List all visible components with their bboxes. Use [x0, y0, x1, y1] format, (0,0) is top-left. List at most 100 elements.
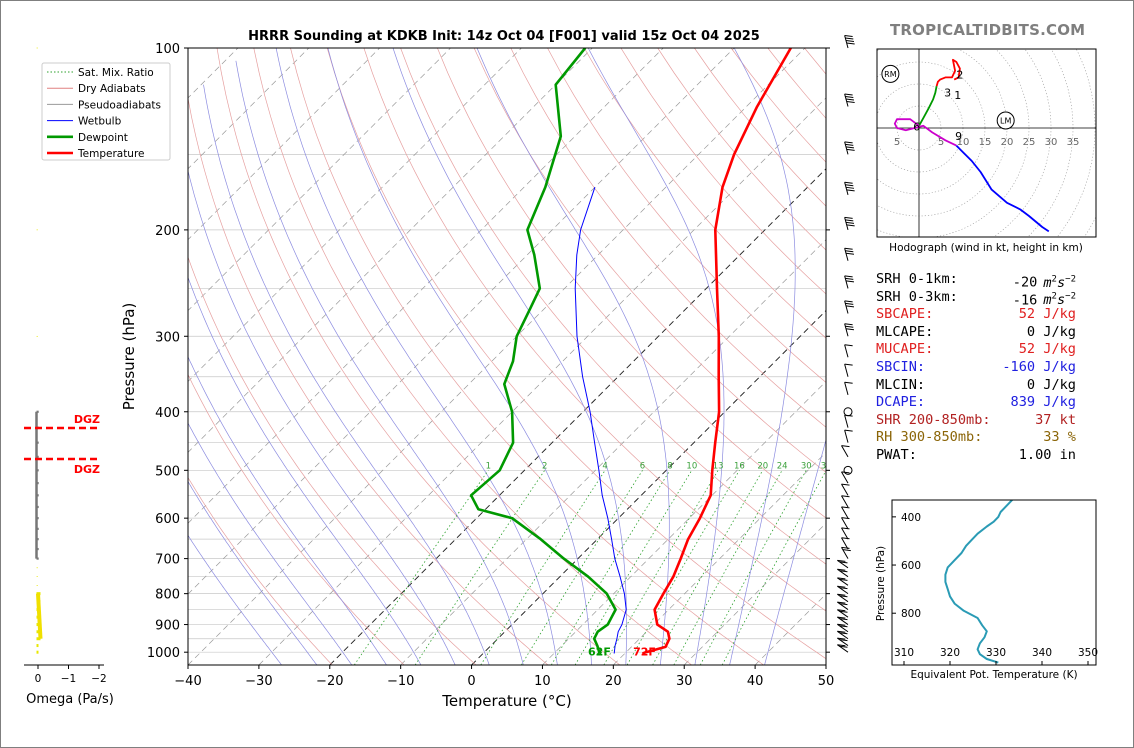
wind-barb-staff	[837, 609, 849, 618]
isotherm-line	[258, 97, 826, 665]
wind-barb-staff	[837, 616, 849, 625]
wind-barb	[844, 429, 853, 443]
parameter-label: MUCAPE:	[876, 341, 934, 358]
dry-adiabat	[216, 48, 621, 665]
parameter-row: SHR 200-850mb: 37 kt	[876, 412, 1076, 430]
mixing-ratio-line	[414, 470, 546, 665]
wind-barb-flag	[839, 618, 848, 621]
wind-barb-staff	[844, 93, 849, 107]
hodograph-marker-label: RM	[884, 70, 897, 79]
omega-tick-label: −1	[61, 673, 76, 685]
legend-box	[41, 62, 171, 161]
dry-adiabat	[583, 48, 826, 339]
wind-barb-flag	[844, 429, 853, 432]
pseudoadiabat	[188, 480, 318, 665]
theta-e-line	[944, 500, 1014, 664]
wind-barb	[841, 506, 850, 519]
x-tick-label: 20	[605, 674, 622, 689]
parameter-row: MLCIN: 0 J/kg	[876, 377, 1076, 395]
wind-barb-flag	[845, 280, 855, 283]
dgz-top-label: DGZ	[74, 413, 100, 426]
wind-barb-flag	[845, 328, 855, 331]
parameter-value: 52 J/kg	[1018, 341, 1076, 358]
hodograph-marker-label: LM	[1000, 117, 1011, 126]
wind-barb-staff	[844, 141, 849, 155]
legend-label: Pseudoadiabats	[78, 99, 161, 111]
parameter-label: SBCIN:	[876, 358, 926, 375]
parameter-unit: m2s−2	[1043, 291, 1076, 309]
hodograph-caption: Hodograph (wind in kt, height in km)	[889, 242, 1083, 254]
wind-barb-flag	[845, 37, 854, 40]
y-tick-label: 900	[155, 619, 180, 634]
wind-barb-flag	[844, 93, 853, 96]
wind-barb-flag	[841, 471, 850, 474]
isotherm-line	[542, 380, 826, 665]
hodograph-ring-label: 35	[1067, 137, 1080, 148]
pseudoadiabat	[203, 84, 490, 665]
dry-adiabat	[473, 48, 826, 473]
wind-barb-flag	[839, 632, 848, 635]
hodograph-marker-lm	[996, 111, 1015, 130]
wind-barb-flag	[845, 219, 854, 222]
parameter-value: 33 %	[1043, 429, 1076, 446]
wind-barb-flag	[845, 277, 854, 280]
wind-barb	[837, 559, 849, 569]
wind-barb-flag	[841, 517, 850, 520]
parameter-value: -20 m2s−2	[1012, 274, 1076, 291]
parameter-label: SHR 200-850mb:	[876, 411, 991, 428]
mixing-ratio-line	[652, 470, 764, 665]
wind-barb-flag	[837, 577, 846, 580]
hodograph-border	[876, 48, 1097, 238]
wind-barb-staff	[841, 506, 849, 519]
wind-barb	[844, 247, 855, 261]
wind-barb-flag	[844, 344, 853, 347]
wind-barb-flag	[839, 570, 848, 573]
wind-barb-flag	[839, 625, 848, 628]
chart-title: HRRR Sounding at KDKB Init: 14z Oct 04 […	[248, 29, 760, 44]
wind-barb-staff	[844, 382, 849, 395]
isotherm-line	[683, 522, 826, 665]
wind-barb	[841, 546, 851, 559]
parameter-row: SRH 0-1km: -20 m2s−2	[876, 271, 1076, 291]
wind-barb-flag	[837, 637, 846, 640]
wind-barb-staff	[837, 568, 849, 578]
wind-barb-flag	[844, 216, 853, 219]
parameter-label: PWAT:	[876, 446, 917, 463]
legend-label: Temperature	[77, 148, 145, 160]
wind-barb	[844, 181, 855, 195]
wind-barb-staff	[841, 495, 849, 508]
wind-barb-staff	[837, 623, 849, 633]
wind-barb-staff	[841, 527, 849, 540]
theta-e-border	[891, 499, 1097, 666]
hodograph-ring-label: 5	[894, 137, 900, 148]
wind-barb-staff	[844, 35, 849, 49]
dry-adiabat	[437, 48, 826, 519]
wind-barb	[844, 381, 853, 395]
dewpoint-line	[469, 48, 617, 655]
wind-barb-flag	[837, 630, 846, 633]
pseudoadiabat	[188, 534, 282, 665]
wind-barb	[844, 275, 855, 289]
wind-barb-flag	[841, 445, 850, 448]
hodograph-segment-6-9	[893, 118, 957, 147]
wind-barb-calm	[843, 465, 853, 475]
wind-barb-flag	[841, 483, 850, 486]
wind-barb-staff	[844, 414, 849, 428]
wind-barb-flag	[845, 250, 854, 253]
hodograph-segment-0-3	[935, 58, 961, 87]
wind-barb-flag	[837, 623, 846, 626]
wind-barb-staff	[837, 637, 849, 646]
pseudoadiabat	[235, 60, 524, 665]
hodograph-ring-label: 25	[1023, 137, 1036, 148]
theta-e-x-tick-label: 330	[986, 647, 1006, 659]
isotherm-line	[400, 239, 826, 665]
wind-barb	[844, 323, 855, 337]
parameter-row: SBCIN: -160 J/kg	[876, 359, 1076, 377]
parameter-value: 1.00 in	[1018, 446, 1076, 463]
y-tick-label: 1000	[147, 646, 180, 661]
legend-label: Dewpoint	[78, 132, 128, 144]
wind-barb-flag	[844, 247, 853, 250]
mixing-ratio-line	[626, 470, 740, 665]
dry-adiabat	[363, 48, 826, 612]
parameter-value: 0 J/kg	[1026, 323, 1076, 340]
